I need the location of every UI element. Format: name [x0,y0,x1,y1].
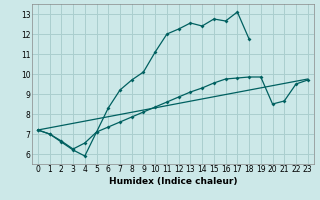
X-axis label: Humidex (Indice chaleur): Humidex (Indice chaleur) [108,177,237,186]
